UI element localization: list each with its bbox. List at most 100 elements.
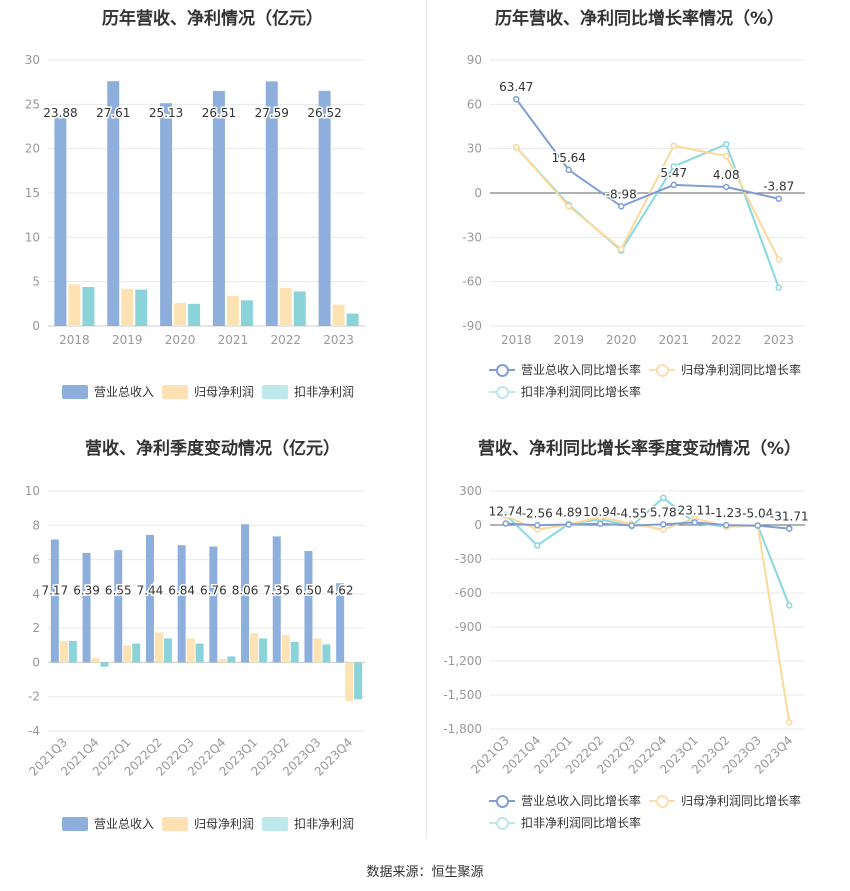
legend-deducted-growth[interactable]: 扣非净利润同比增长率 [489,814,641,831]
legend-net-profit[interactable]: 归母净利润 [162,815,254,832]
bar-value-label: 26.51 [202,106,236,120]
legend-label: 营业总收入 [94,385,155,399]
legend-swatch [162,816,188,831]
panel-divider [426,0,427,838]
data-point [723,140,730,148]
point-value-label: -1.23 [711,506,742,520]
data-point [618,245,625,253]
data-point [723,183,730,191]
y-tick-label: -300 [455,552,482,566]
x-tick-label: 2019 [553,333,584,347]
legend-swatch [489,385,515,399]
y-tick-label: 20 [25,142,40,156]
x-tick-label: 2018 [501,333,532,347]
y-tick-label: -90 [462,319,482,333]
data-point [660,494,667,502]
x-tick-label: 2020 [165,333,196,347]
bar [91,658,100,663]
legend-net-profit-growth[interactable]: 归母净利润同比增长率 [649,361,801,378]
x-tick-label: 2022 [711,333,742,347]
annual-revenue-profit-chart: 历年营收、净利情况（亿元） 0 5 10 15 20 25 30 23.88 2018 27.61… [0,0,425,430]
point-value-label: 4.08 [713,168,740,182]
y-tick-label: 10 [25,484,40,498]
bar-value-label: 7.17 [41,583,68,597]
series-line [515,98,779,208]
legend-label: 归母净利润同比增长率 [681,794,802,808]
data-point [565,521,572,528]
bar [304,551,313,663]
legend-revenue-growth[interactable]: 营业总收入同比增长率 [489,792,641,809]
legend-swatch [489,816,515,830]
legend-revenue-growth[interactable]: 营业总收入同比增长率 [489,361,641,378]
legend-label: 营业总收入 [94,817,155,831]
y-tick-label: 5 [32,275,40,289]
bar [290,641,299,663]
y-tick-label: 0 [474,186,482,200]
data-point [723,152,730,160]
bar [250,633,259,663]
data-point [670,163,677,170]
point-value-label: -4.55 [616,507,647,521]
chart-title: 营收、净利同比增长率季度变动情况（%） [477,439,802,459]
y-tick-label: 300 [459,484,482,498]
bar [68,284,81,326]
bar [293,291,306,326]
bar [318,90,331,326]
y-tick-label: -1,500 [443,688,482,702]
data-point [786,602,793,609]
bar [354,662,363,700]
bar [100,662,109,667]
y-tick-label: 10 [25,230,40,244]
bar [54,114,67,326]
data-point [502,520,509,527]
legend-net-profit-growth[interactable]: 归母净利润同比增长率 [649,792,801,809]
bar-value-label: 4.62 [327,583,354,597]
annual-growth-rate-chart: 历年营收、净利同比增长率情况（%） -90 -60 -30 0 30 60 90 63.47 1… [427,0,850,430]
x-tick-label: 2018 [59,333,90,347]
bar [177,545,186,663]
point-value-label: 63.47 [499,80,533,94]
y-tick-label: 15 [25,186,40,200]
legend-deducted-profit[interactable]: 扣非净利润 [262,815,354,832]
y-tick-label: 25 [25,97,40,111]
legend-label: 扣非净利润同比增长率 [521,385,642,399]
y-tick-label: 6 [32,553,40,567]
bar [50,539,59,663]
y-tick-label: -2 [28,690,40,704]
bar [212,90,225,326]
legend-swatch [489,363,515,377]
x-tick-label: 2020 [606,333,637,347]
legend-swatch [489,794,515,808]
data-point [775,256,782,263]
legend-net-profit[interactable]: 归母净利润 [162,383,254,400]
quarterly-revenue-profit-chart: 营收、净利季度变动情况（亿元） -4 -2 0 2 4 6 8 10 7.17 2021Q3 6.3… [0,430,425,860]
bar [174,302,187,326]
chart-title: 历年营收、净利情况（亿元） [102,9,323,29]
y-tick-label: -4 [28,724,40,738]
bar [154,632,163,663]
legend-deducted-growth[interactable]: 扣非净利润同比增长率 [489,383,641,400]
legend-label: 归母净利润同比增长率 [681,363,802,377]
y-tick-label: 0 [32,319,40,333]
legend-deducted-profit[interactable]: 扣非净利润 [262,383,354,400]
point-value-label: -31.71 [770,510,809,524]
bar [313,638,322,663]
legend-swatch [62,816,88,831]
point-value-label: 15.64 [552,151,586,165]
legend-swatch [262,384,288,399]
legend-label: 扣非净利润 [294,817,355,831]
chart-title: 历年营收、净利同比增长率情况（%） [494,9,785,29]
bar [186,638,195,663]
bar [107,81,120,326]
bar [163,638,172,663]
legend-revenue[interactable]: 营业总收入 [62,383,154,400]
bar [322,644,331,663]
bar-value-label: 6.55 [105,583,132,597]
data-point [534,542,541,549]
quarterly-growth-rate-plot: -1,800-1,500-1,200-900-600-300030012.74-… [443,484,810,777]
bar [195,643,204,663]
annual-growth-rate-plot: -90 -60 -30 0 30 60 90 63.47 15.64 -8.98 5.47 4.08 -… [462,53,805,347]
data-point [670,142,677,149]
x-tick-label: 2023 [323,333,354,347]
legend-revenue[interactable]: 营业总收入 [62,815,154,832]
